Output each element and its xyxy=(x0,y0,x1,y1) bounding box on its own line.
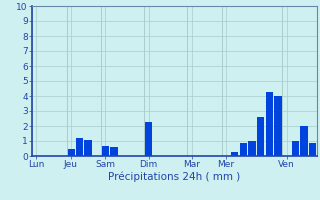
Bar xyxy=(274,96,282,156)
Bar xyxy=(266,92,273,156)
Bar xyxy=(240,142,247,156)
Bar xyxy=(102,146,109,156)
Bar xyxy=(145,121,152,156)
Bar xyxy=(84,140,92,156)
Bar xyxy=(300,126,308,156)
Bar xyxy=(76,138,83,156)
Bar xyxy=(257,117,264,156)
X-axis label: Précipitations 24h ( mm ): Précipitations 24h ( mm ) xyxy=(108,172,241,182)
Bar xyxy=(67,148,75,156)
Bar xyxy=(292,141,299,156)
Bar xyxy=(248,141,256,156)
Bar xyxy=(309,142,316,156)
Bar xyxy=(231,152,238,156)
Bar xyxy=(110,147,118,156)
